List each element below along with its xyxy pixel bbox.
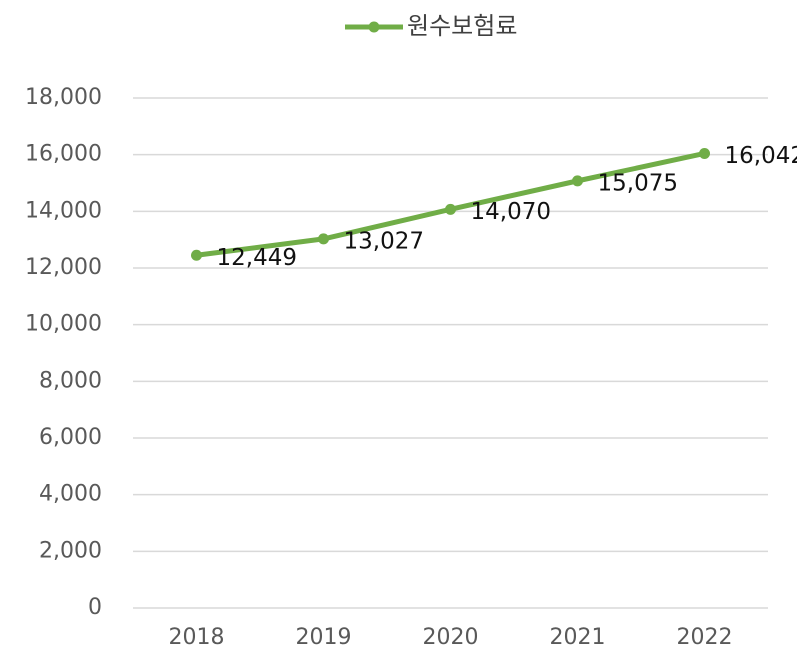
y-tick-label: 4,000 <box>39 482 102 507</box>
marker <box>318 233 329 245</box>
marker <box>572 175 583 187</box>
y-tick-label: 0 <box>88 595 102 620</box>
y-tick-label: 8,000 <box>39 368 102 393</box>
legend-label: 원수보험료 <box>407 12 517 40</box>
legend-marker <box>368 21 380 33</box>
y-tick-label: 6,000 <box>39 425 102 450</box>
y-tick-label: 16,000 <box>25 142 102 167</box>
data-label: 12,449 <box>217 245 297 271</box>
y-tick-label: 10,000 <box>25 312 102 337</box>
marker <box>191 249 202 261</box>
marker <box>445 203 456 215</box>
y-tick-label: 14,000 <box>25 198 102 223</box>
y-tick-label: 18,000 <box>25 85 102 110</box>
y-tick-label: 2,000 <box>39 538 102 563</box>
x-tick-label: 2018 <box>169 625 225 650</box>
y-tick-label: 12,000 <box>25 255 102 280</box>
data-label: 15,075 <box>598 170 678 196</box>
data-label: 14,070 <box>471 199 551 225</box>
x-tick-label: 2020 <box>423 625 479 650</box>
data-label: 13,027 <box>344 228 424 254</box>
data-label: 16,042 <box>725 143 797 169</box>
x-tick-label: 2021 <box>550 625 606 650</box>
x-tick-label: 2019 <box>296 625 352 650</box>
x-tick-label: 2022 <box>677 625 733 650</box>
marker <box>699 147 710 159</box>
